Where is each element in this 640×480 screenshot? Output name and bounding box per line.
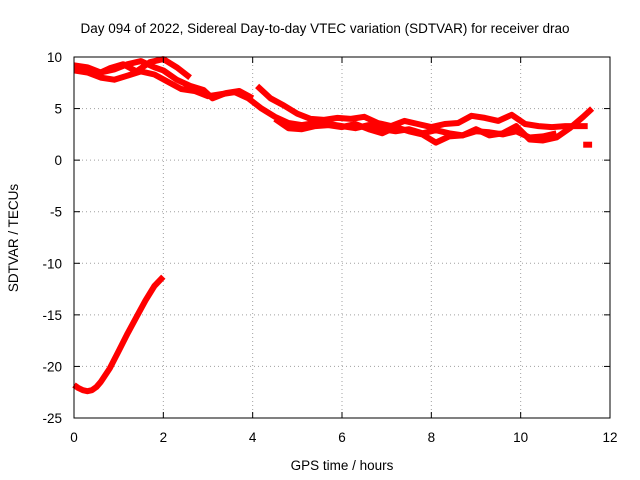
series-arc-2	[73, 67, 236, 100]
x-tick-label: 2	[160, 430, 168, 445]
x-tick-label: 8	[428, 430, 436, 445]
y-tick-label: 5	[54, 102, 62, 117]
series-arc-3	[81, 56, 192, 80]
y-tick-label: -25	[42, 411, 62, 426]
x-tick-label: 6	[338, 430, 346, 445]
x-tick-label: 4	[249, 430, 257, 445]
series-arc-7	[72, 274, 166, 395]
y-tick-label: -15	[42, 308, 62, 323]
grid	[74, 57, 610, 418]
y-tick-label: -20	[42, 359, 62, 374]
y-tick-label: -5	[50, 205, 62, 220]
y-tick-label: 0	[54, 153, 62, 168]
series-arc-6	[273, 106, 595, 146]
series-layer	[72, 56, 595, 395]
ticks: 0 2 4 6 8 10 12 -25 -20 -15 -10 -5 0 5 10	[42, 50, 617, 445]
x-tick-label: 12	[602, 430, 617, 445]
y-tick-label: -10	[42, 256, 62, 271]
x-tick-label: 0	[70, 430, 78, 445]
y-tick-label: 10	[47, 50, 62, 65]
series-arc-4	[255, 83, 588, 131]
x-axis-label: GPS time / hours	[291, 458, 394, 473]
y-axis-label: SDTVAR / TECUs	[6, 184, 21, 293]
chart-title: Day 094 of 2022, Sidereal Day-to-day VTE…	[81, 21, 570, 36]
x-tick-label: 10	[513, 430, 528, 445]
